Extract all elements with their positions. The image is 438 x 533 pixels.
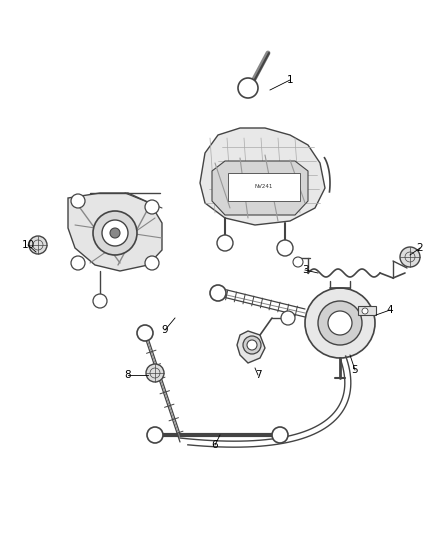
Circle shape [281, 311, 295, 325]
Circle shape [29, 236, 47, 254]
Circle shape [110, 228, 120, 238]
Polygon shape [212, 161, 308, 215]
Bar [358, 306, 376, 315]
Polygon shape [68, 193, 162, 271]
Text: 5: 5 [352, 365, 358, 375]
Circle shape [71, 194, 85, 208]
Circle shape [71, 256, 85, 270]
FancyBboxPatch shape [228, 173, 300, 201]
Circle shape [400, 247, 420, 267]
Circle shape [272, 427, 288, 443]
Circle shape [277, 240, 293, 256]
Text: 6: 6 [212, 440, 218, 450]
Circle shape [137, 325, 153, 341]
Text: 8: 8 [125, 370, 131, 380]
Text: 2: 2 [417, 243, 423, 253]
Circle shape [93, 211, 137, 255]
Circle shape [247, 340, 257, 350]
Text: 7: 7 [254, 370, 261, 380]
Circle shape [145, 256, 159, 270]
Text: 1: 1 [287, 75, 293, 85]
Text: 3: 3 [302, 265, 308, 275]
Circle shape [102, 220, 128, 246]
Circle shape [145, 200, 159, 214]
Polygon shape [200, 128, 325, 225]
Circle shape [147, 427, 163, 443]
Circle shape [93, 294, 107, 308]
Text: NV241: NV241 [255, 184, 273, 190]
Circle shape [217, 235, 233, 251]
Circle shape [238, 78, 258, 98]
Circle shape [146, 364, 164, 382]
Circle shape [305, 288, 375, 358]
Circle shape [243, 336, 261, 354]
Text: 9: 9 [162, 325, 168, 335]
Text: 10: 10 [21, 240, 35, 250]
Circle shape [328, 311, 352, 335]
Circle shape [293, 257, 303, 267]
Circle shape [210, 285, 226, 301]
Circle shape [318, 301, 362, 345]
Text: 4: 4 [387, 305, 393, 315]
Polygon shape [237, 331, 265, 363]
Circle shape [362, 308, 368, 314]
